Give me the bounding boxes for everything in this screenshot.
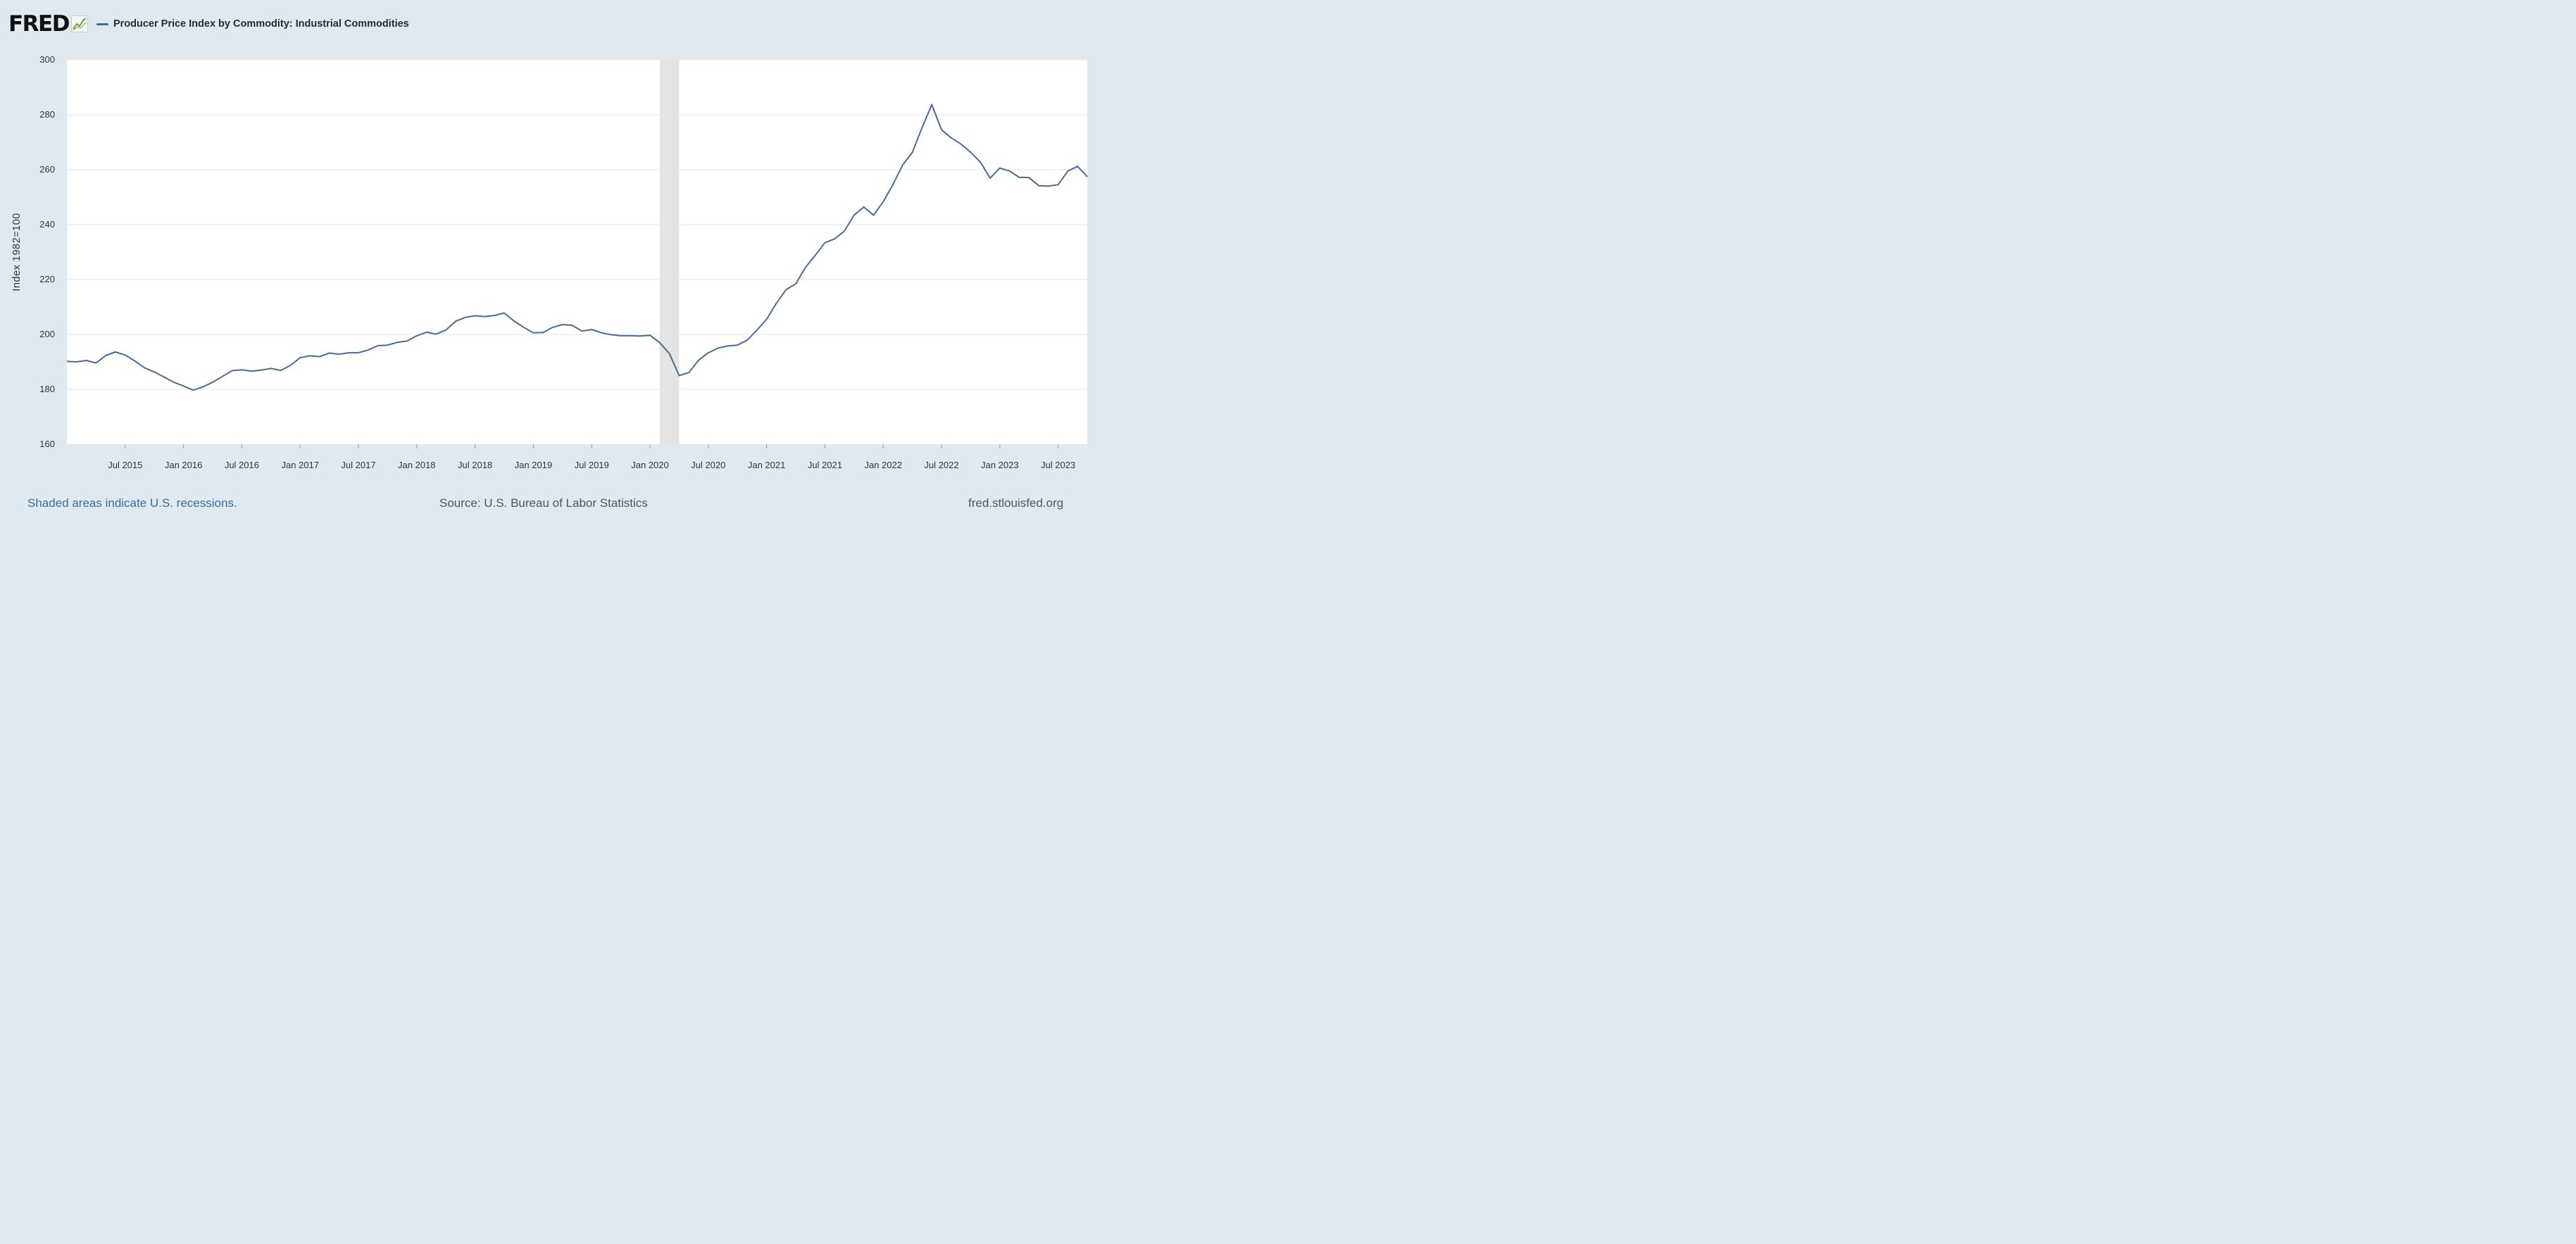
x-tick-label: Jul 2023 [1041, 460, 1075, 470]
site-url[interactable]: fred.stlouisfed.org [968, 496, 1064, 510]
x-tick-label: Jan 2016 [165, 460, 203, 470]
chart-header: FRED Producer Price Index by Commodity: … [8, 10, 409, 38]
legend-series-swatch [96, 23, 108, 25]
chart-legend[interactable]: Producer Price Index by Commodity: Indus… [96, 18, 409, 30]
y-tick-label: 200 [39, 329, 55, 339]
y-tick-label: 220 [39, 274, 55, 284]
trend-graph-icon [70, 15, 88, 32]
x-tick-label: Jan 2019 [515, 460, 553, 470]
x-tick-label: Jul 2020 [691, 460, 725, 470]
y-axis-label: Index 1982=100 [11, 213, 23, 291]
x-tick-label: Jul 2015 [108, 460, 142, 470]
x-tick-label: Jul 2017 [341, 460, 375, 470]
legend-series-label: Producer Price Index by Commodity: Indus… [113, 18, 409, 30]
recession-band [659, 60, 680, 444]
x-tick-label: Jan 2021 [748, 460, 786, 470]
recession-shading [659, 60, 680, 444]
x-tick-label: Jan 2023 [981, 460, 1019, 470]
plot-area[interactable] [67, 60, 1087, 444]
x-tick-label: Jan 2020 [631, 460, 669, 470]
y-gridlines [67, 59, 1087, 390]
x-axis-ticks: Jul 2015 Jan 2016 Jul 2016 Jan 2017 Jul 2017… [108, 444, 1075, 470]
x-tick-label: Jan 2022 [864, 460, 902, 470]
source-text: Source: U.S. Bureau of Labor Statistics [439, 496, 648, 510]
y-tick-label: 300 [39, 54, 55, 65]
y-tick-label: 280 [39, 109, 55, 120]
y-tick-label: 160 [39, 439, 55, 449]
x-tick-label: Jan 2018 [398, 460, 436, 470]
chart: 160 180 200 220 240 260 280 300 Jul 2015 Jan 201… [11, 54, 1088, 470]
x-tick-label: Jul 2019 [575, 460, 609, 470]
x-tick-label: Jul 2021 [808, 460, 842, 470]
fred-wordmark: FRED [8, 11, 70, 37]
y-axis-ticks: 160 180 200 220 240 260 280 300 [39, 54, 55, 449]
series-line[interactable] [66, 103, 1088, 391]
x-tick-label: Jul 2018 [458, 460, 492, 470]
x-tick-label: Jul 2022 [924, 460, 958, 470]
y-tick-label: 240 [39, 219, 55, 230]
x-tick-label: Jan 2017 [281, 460, 319, 470]
y-tick-label: 260 [39, 164, 55, 175]
fred-logo[interactable]: FRED [8, 13, 88, 35]
recession-note[interactable]: Shaded areas indicate U.S. recessions. [27, 496, 237, 510]
y-tick-label: 180 [39, 384, 55, 394]
x-tick-label: Jul 2016 [225, 460, 259, 470]
